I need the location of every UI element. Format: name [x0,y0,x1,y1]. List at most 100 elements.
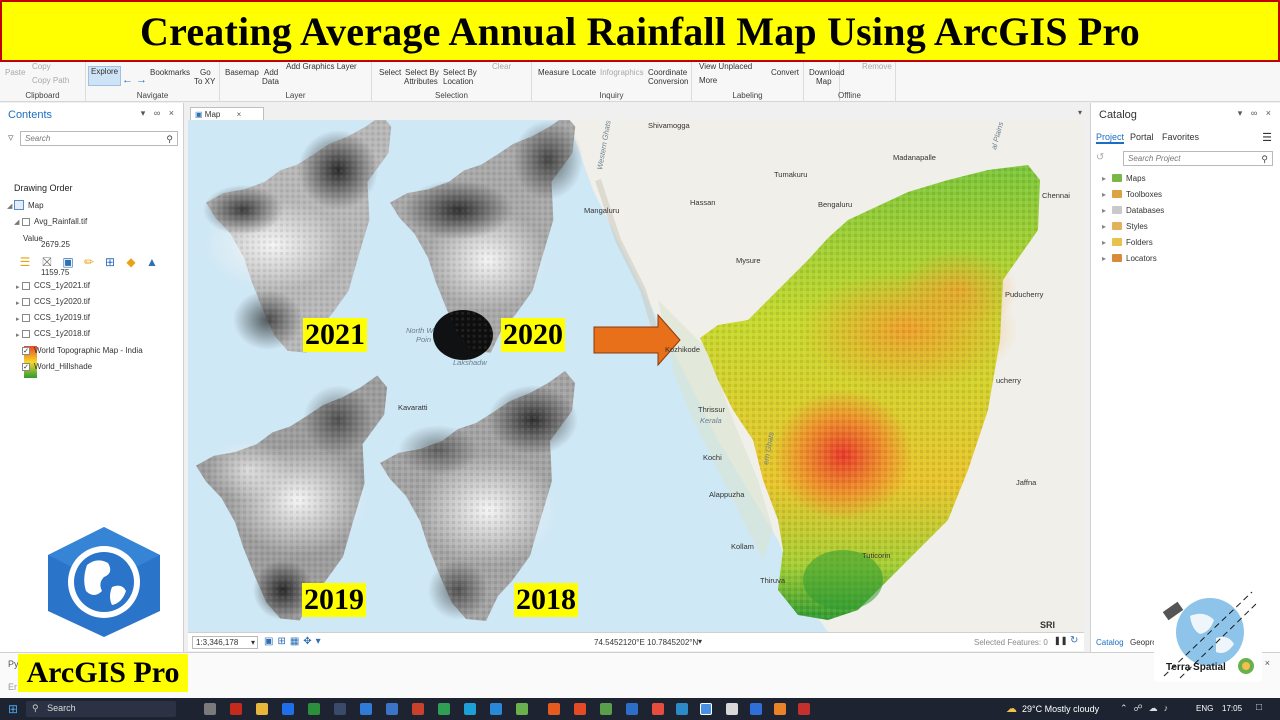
weather-icon[interactable]: ☁ [1006,703,1017,715]
list-by-drawing-order-icon[interactable]: ☰ [19,255,31,269]
excel-icon[interactable] [438,703,450,715]
list-by-snapping-icon[interactable]: ⊞ [104,255,116,269]
expand-layer-icon[interactable]: ▸ [16,332,20,339]
layer-name[interactable]: Avg_Rainfall.tif [34,217,88,226]
download-map-button[interactable]: Download [809,68,845,77]
catalog-tab-portal[interactable]: Portal [1130,132,1154,142]
file-explorer-icon[interactable] [256,703,268,715]
list-by-editing-icon[interactable]: ✏ [83,255,95,269]
app-icon[interactable] [464,703,476,715]
app-icon[interactable] [360,703,372,715]
filter-icon[interactable]: ▿ [8,132,14,144]
map-layer-label[interactable]: Map [28,201,44,210]
menu-icon[interactable]: ☰ [1262,132,1272,144]
paste-button[interactable]: Paste [5,68,26,77]
arcgis-pro-taskbar-icon[interactable] [700,703,712,715]
catalog-tab-project[interactable]: Project [1096,132,1125,144]
chevron-down-icon[interactable]: ▾ [698,637,703,646]
layer-name[interactable]: World_Hillshade [34,362,93,371]
select-button[interactable]: Select [379,68,402,77]
tray-icons[interactable]: ⌃☍☁♪ [1120,703,1175,713]
list-by-perspective-icon[interactable]: ▲ [146,255,158,269]
expand-layer-icon[interactable]: ▸ [16,316,20,323]
infographics-button[interactable]: Infographics [600,68,644,77]
expand-layer-icon[interactable]: ▸ [16,300,20,307]
add-graphics-layer-button[interactable]: Add Graphics Layer [286,62,357,71]
app-icon[interactable] [516,703,528,715]
catalog-item-styles[interactable]: ▸ Styles [1102,222,1148,231]
taskbar-search-box[interactable]: ⚲ Search [26,701,176,717]
expand-map-icon[interactable]: ◢ [7,203,13,210]
brave-icon[interactable] [574,703,586,715]
contents-search-input[interactable]: Search ⚲ [20,131,178,146]
qgis-icon[interactable] [600,703,612,715]
catalog-tab-favorites[interactable]: Favorites [1162,132,1200,142]
layer-checkbox[interactable] [22,282,30,290]
bottom-tab-geoprocessing[interactable]: Geopro [1130,638,1157,647]
layer-checkbox[interactable] [22,330,30,338]
map-canvas[interactable]: Shivamogga Madanapalle Tumakuru Hassan B… [188,120,1084,632]
refresh-icon[interactable]: ↻ [1070,635,1079,646]
layer-checkbox[interactable] [22,298,30,306]
catalog-item-databases[interactable]: ▸ Databases [1102,206,1165,215]
layer-name[interactable]: CCS_1y2021.tif [34,281,91,290]
app-icon[interactable] [774,703,786,715]
layer-checkbox-checked[interactable]: ✓ [22,363,30,371]
python-prompt[interactable]: Py [8,659,19,669]
language-indicator[interactable]: ENG [1196,704,1214,713]
expand-layer-icon[interactable]: ▸ [16,284,20,291]
weather-text[interactable]: 29°C Mostly cloudy [1022,704,1100,714]
layer-name[interactable]: CCS_1y2018.tif [34,329,91,338]
notification-icon[interactable]: □ [1256,702,1263,713]
clock[interactable]: 17:05 [1222,704,1243,713]
basemap-button[interactable]: Basemap [225,68,259,77]
select-by-location-button[interactable]: Select By [443,68,477,77]
pane-pin-icon[interactable]: ▾ ∞ × [1237,108,1274,118]
app-icon[interactable] [626,703,638,715]
back-arrow-icon[interactable]: ← [122,74,133,86]
map-tab[interactable]: ▣ Map × [190,107,264,121]
catalog-item-locators[interactable]: ▸ Locators [1102,254,1157,263]
list-by-source-icon[interactable]: ⛝ [42,255,52,269]
convert-button[interactable]: Convert [771,68,800,77]
measure-button[interactable]: Measure [538,68,570,77]
clear-button[interactable]: Clear [492,62,512,71]
app-icon[interactable] [750,703,762,715]
firefox-icon[interactable] [548,703,560,715]
catalog-item-toolboxes[interactable]: ▸ Toolboxes [1102,190,1163,199]
list-by-selection-icon[interactable]: ▣ [62,255,74,269]
layer-name[interactable]: CCS_1y2019.tif [34,313,91,322]
app-icon[interactable] [282,703,294,715]
app-icon[interactable] [676,703,688,715]
list-by-labeling-icon[interactable]: ◆ [126,255,136,269]
chevron-down-icon[interactable]: ▾ [1077,108,1082,117]
forward-arrow-icon[interactable]: → [136,74,147,86]
app-icon[interactable] [652,703,664,715]
steam-icon[interactable] [334,703,346,715]
catalog-item-folders[interactable]: ▸ Folders [1102,238,1153,247]
powerpoint-icon[interactable] [412,703,424,715]
go-to-xy-button[interactable]: Go [200,68,211,77]
copy-button[interactable]: Copy [32,62,51,71]
layer-name[interactable]: World Topographic Map - India [34,346,143,355]
xbox-icon[interactable] [308,703,320,715]
add-data-button[interactable]: Add [264,68,279,77]
bookmarks-button[interactable]: Bookmarks [150,68,191,77]
more-button[interactable]: More [699,76,718,85]
copy-path-button[interactable]: Copy Path [32,76,70,85]
task-view-icon[interactable] [204,703,216,715]
view-unplaced-button[interactable]: View Unplaced [699,62,753,71]
windows-start-icon[interactable]: ⊞ [8,702,19,716]
select-by-attributes-button[interactable]: Select By [405,68,439,77]
edge-icon[interactable] [490,703,502,715]
explore-button[interactable]: Explore [88,66,122,86]
remove-button[interactable]: Remove [862,62,892,71]
app-icon[interactable] [726,703,738,715]
layer-checkbox[interactable] [22,218,30,226]
layer-checkbox[interactable] [22,314,30,322]
bottom-tab-catalog[interactable]: Catalog [1096,638,1124,647]
close-icon[interactable]: × [236,110,242,119]
map-tools-icons[interactable]: ▣⊞▦✥▾ [264,636,325,647]
catalog-item-maps[interactable]: ▸ Maps [1102,174,1146,183]
scale-dropdown[interactable]: 1:3,346,178 ▾ [192,636,258,649]
